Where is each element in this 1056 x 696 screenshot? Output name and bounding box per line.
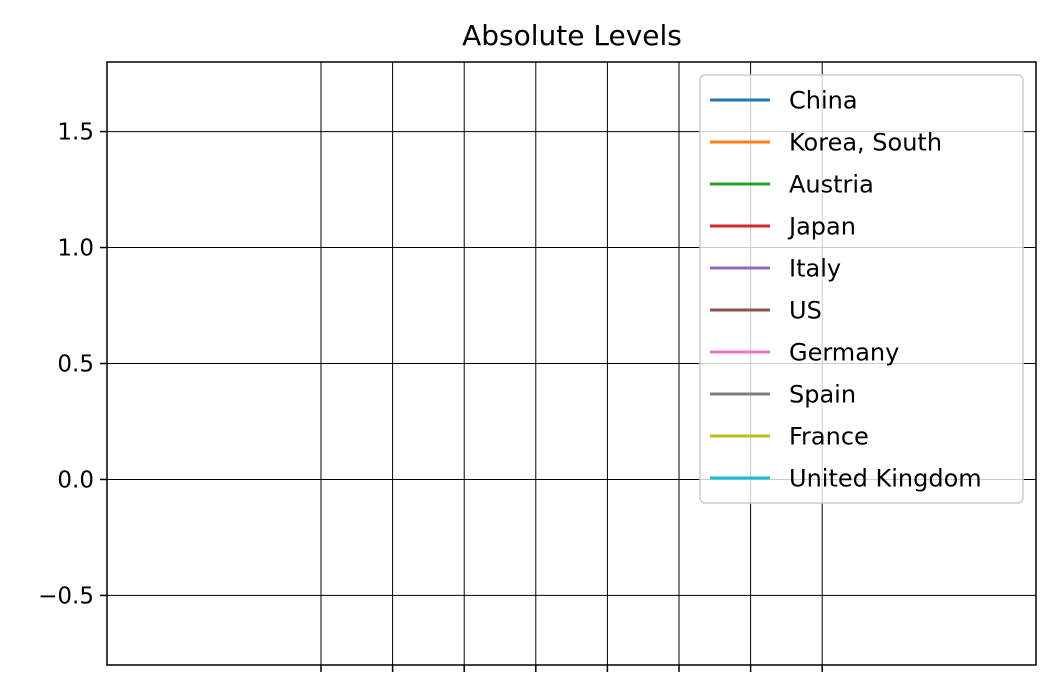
legend-label: Austria <box>789 171 874 199</box>
chart-title: Absolute Levels <box>462 19 682 52</box>
legend-label: Germany <box>789 339 899 367</box>
y-axis: −0.5 0.0 0.5 1.0 1.5 <box>38 120 107 609</box>
legend-label: Spain <box>789 381 856 409</box>
legend-label: Korea, South <box>789 129 942 157</box>
legend-label: United Kingdom <box>789 465 982 493</box>
legend-label: Italy <box>789 255 841 283</box>
y-tick-label: −0.5 <box>38 583 94 609</box>
y-tick-label: 1.0 <box>57 236 94 262</box>
legend-label: Japan <box>787 213 856 241</box>
legend-box <box>699 74 1024 504</box>
y-tick-label: 0.0 <box>57 467 94 493</box>
legend-label: China <box>789 87 858 115</box>
y-tick-label: 0.5 <box>57 352 94 378</box>
legend-label: US <box>789 297 822 325</box>
legend-label: France <box>789 423 869 451</box>
legend: China Korea, South Austria Japan Italy US Germ… <box>699 74 1024 504</box>
y-tick-label: 1.5 <box>57 120 94 146</box>
x-axis <box>320 665 823 672</box>
